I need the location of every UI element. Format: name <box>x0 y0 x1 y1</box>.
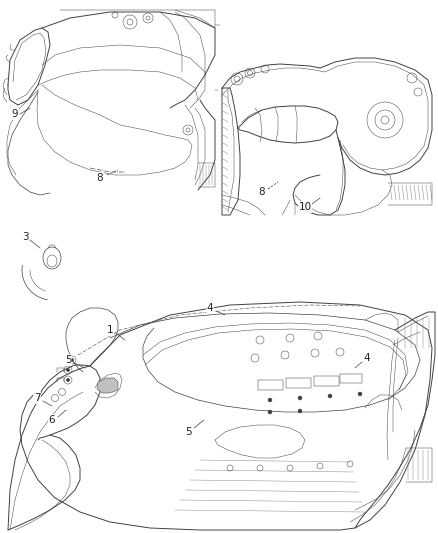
Circle shape <box>268 410 272 414</box>
Circle shape <box>268 398 272 402</box>
Text: 8: 8 <box>97 173 103 183</box>
Circle shape <box>71 359 74 361</box>
Text: 4: 4 <box>207 303 213 313</box>
Text: 8: 8 <box>259 187 265 197</box>
Circle shape <box>298 409 302 413</box>
Text: 6: 6 <box>49 415 55 425</box>
Text: 10: 10 <box>298 202 311 212</box>
Text: 3: 3 <box>22 232 28 242</box>
Text: 5: 5 <box>65 355 71 365</box>
Text: 9: 9 <box>12 109 18 119</box>
Polygon shape <box>97 378 118 393</box>
Text: 4: 4 <box>364 353 370 363</box>
Text: 7: 7 <box>34 393 40 403</box>
Text: 1: 1 <box>107 325 113 335</box>
Circle shape <box>328 394 332 398</box>
Circle shape <box>358 392 362 396</box>
Circle shape <box>67 378 70 382</box>
Text: 5: 5 <box>185 427 191 437</box>
Circle shape <box>298 396 302 400</box>
Circle shape <box>67 368 70 372</box>
